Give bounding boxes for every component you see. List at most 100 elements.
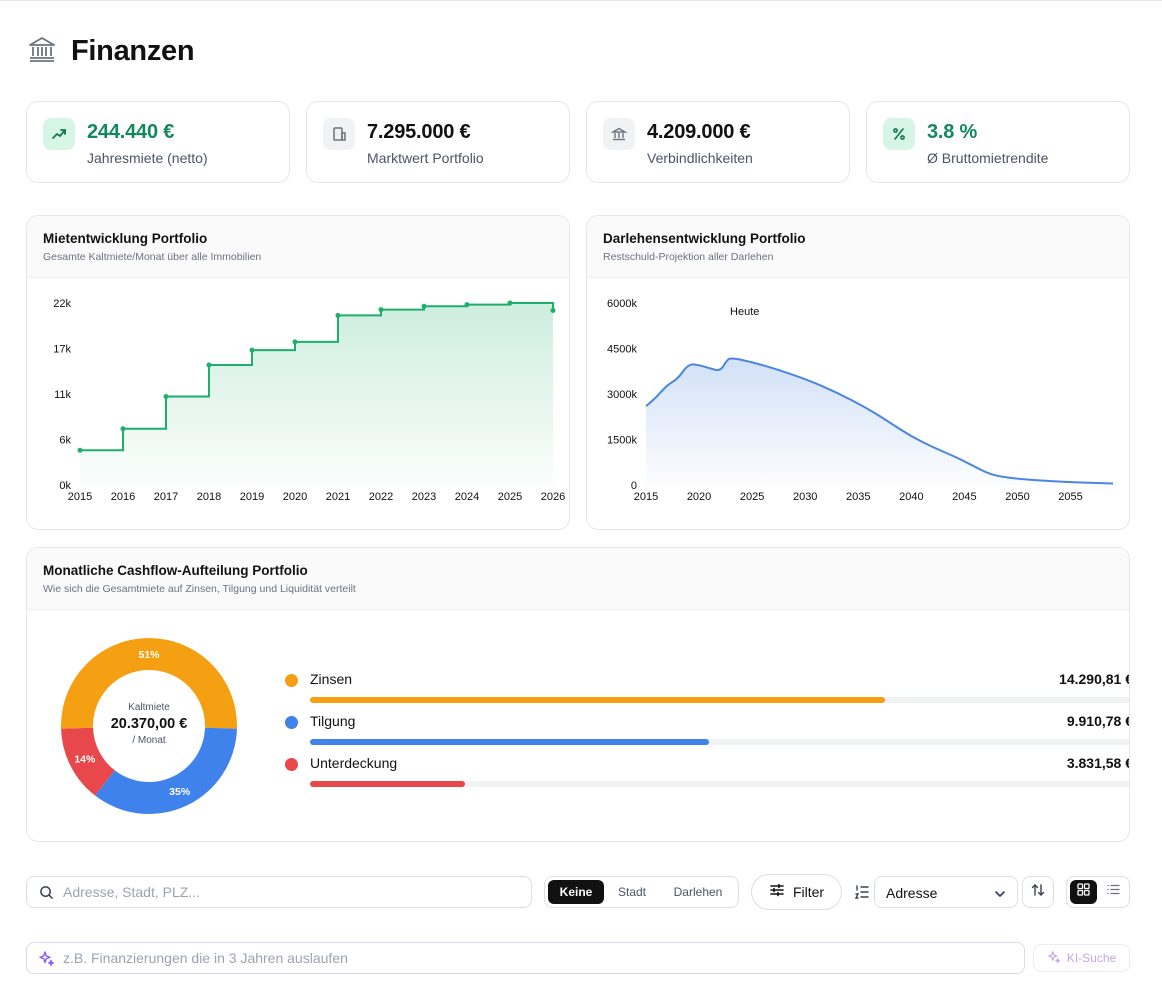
kpi-label: Jahresmiete (netto) — [87, 150, 208, 166]
sort-select-value: Adresse — [886, 885, 938, 901]
ai-search-button[interactable]: KI-Suche — [1033, 944, 1130, 972]
loan-chart: 0 1500k 3000k 4500k 6000k 2015 2020 2025 2030 203… — [607, 298, 1114, 503]
legend-name: Unterdeckung — [310, 755, 398, 771]
kpi-label: Verbindlichkeiten — [647, 150, 753, 166]
cashflow-donut-chart: 51% 35% 14% — [61, 638, 237, 814]
donut-slice — [61, 727, 115, 796]
kpi-label: Ø Bruttomietrendite — [927, 150, 1049, 166]
sort-select[interactable]: Adresse — [874, 876, 1018, 908]
rent-data-point — [163, 393, 169, 399]
y-tick-label: 4500k — [607, 344, 637, 356]
rent-data-point — [421, 303, 427, 309]
cashflow-subtitle: Wie sich die Gesamtmiete auf Zinsen, Til… — [43, 583, 356, 595]
x-tick-label: 2019 — [240, 491, 264, 503]
kpi-card-annual-rent: 244.440 € Jahresmiete (netto) — [26, 101, 290, 183]
y-tick-label: 6000k — [607, 298, 637, 310]
filter-button[interactable]: Filter — [751, 874, 842, 910]
ai-search-field[interactable] — [26, 942, 1025, 974]
sort-direction-button[interactable] — [1022, 876, 1054, 908]
building-icon — [323, 118, 355, 150]
search-icon — [39, 885, 54, 905]
donut-slice-label: 35% — [169, 786, 191, 798]
kpi-card-gross-yield: 3.8 % Ø Bruttomietrendite — [866, 101, 1130, 183]
rent-data-point — [335, 312, 341, 318]
loan-chart-title: Darlehensentwicklung Portfolio — [603, 231, 806, 246]
rent-data-point — [292, 339, 298, 345]
donut-slice — [95, 727, 237, 814]
legend-row-unterdeckung: Unterdeckung 3.831,58 € — [285, 755, 1129, 789]
bank-icon — [603, 118, 635, 150]
x-tick-label: 2023 — [412, 491, 436, 503]
y-tick-label: 1500k — [607, 435, 637, 447]
y-tick-label: 0 — [631, 480, 637, 492]
x-tick-label: 2055 — [1058, 491, 1082, 503]
x-tick-label: 2025 — [740, 491, 764, 503]
trending-up-icon — [43, 118, 75, 150]
donut-center-unit: / Monat — [132, 735, 166, 746]
legend-bar-track — [310, 781, 1129, 787]
rent-chart: 0k 6k 11k 17k 22k 2015 2016 2017 2018 2019 2020 202… — [53, 298, 565, 503]
legend-row-zinsen: Zinsen 14.290,81 € — [285, 671, 1130, 705]
y-tick-label: 6k — [59, 435, 71, 447]
x-tick-label: 2035 — [846, 491, 870, 503]
x-tick-label: 2020 — [283, 491, 307, 503]
page-title: Finanzen — [71, 35, 195, 67]
search-field[interactable] — [26, 876, 532, 908]
legend-amount: 14.290,81 € — [1059, 671, 1130, 687]
rent-data-point — [120, 426, 126, 432]
grid-icon — [1077, 883, 1090, 901]
group-option-stadt[interactable]: Stadt — [617, 885, 647, 899]
donut-center: Kaltmiete 20.370,00 € / Monat — [99, 702, 199, 746]
x-tick-label: 2026 — [541, 491, 565, 503]
x-tick-label: 2045 — [952, 491, 976, 503]
arrow-up-down-icon — [1031, 883, 1045, 902]
kpi-value: 4.209.000 € — [647, 121, 751, 143]
x-tick-label: 2050 — [1005, 491, 1029, 503]
legend-bar-track — [310, 697, 1129, 703]
kpi-value: 244.440 € — [87, 121, 175, 143]
rent-data-point — [507, 300, 513, 306]
x-tick-label: 2018 — [197, 491, 221, 503]
kpi-value: 3.8 % — [927, 121, 978, 143]
top-divider — [0, 0, 1162, 1]
cashflow-card: Monatliche Cashflow-Aufteilung Portfolio… — [26, 547, 1130, 842]
y-tick-label: 0k — [59, 480, 71, 492]
donut-center-label: Kaltmiete — [128, 702, 170, 713]
x-tick-label: 2017 — [154, 491, 178, 503]
x-tick-label: 2015 — [68, 491, 92, 503]
rent-data-point — [249, 347, 255, 353]
search-input[interactable] — [63, 877, 503, 907]
legend-dot — [285, 716, 298, 729]
legend-bar-fill — [310, 697, 886, 703]
x-tick-label: 2020 — [687, 491, 711, 503]
grid-view-button[interactable] — [1070, 880, 1097, 904]
list-icon — [1107, 883, 1120, 901]
group-option-keine[interactable]: Keine — [548, 880, 604, 904]
ai-search-input[interactable] — [63, 943, 503, 973]
legend-name: Zinsen — [310, 671, 353, 687]
x-tick-label: 2030 — [793, 491, 817, 503]
percent-icon — [883, 118, 915, 150]
bank-icon — [27, 34, 57, 69]
rent-chart-subtitle: Gesamte Kaltmiete/Monat über alle Immobi… — [43, 251, 262, 263]
kpi-value: 7.295.000 € — [367, 121, 471, 143]
ai-search-label: KI-Suche — [1066, 951, 1117, 965]
y-tick-label: 17k — [53, 344, 71, 356]
y-tick-label: 22k — [53, 298, 71, 310]
group-segmented-control: Keine Stadt Darlehen — [544, 876, 739, 908]
y-tick-label: 11k — [54, 389, 71, 401]
today-annotation-label: Heute — [730, 306, 759, 318]
legend-bar-fill — [310, 781, 465, 787]
sparkles-icon — [38, 950, 55, 972]
view-toggle — [1066, 876, 1130, 908]
kpi-card-market-value: 7.295.000 € Marktwert Portfolio — [306, 101, 570, 183]
x-tick-label: 2015 — [634, 491, 658, 503]
legend-amount: 9.910,78 € — [1066, 713, 1130, 729]
loan-chart-subtitle: Restschuld-Projektion aller Darlehen — [603, 251, 774, 263]
sliders-icon — [769, 882, 785, 903]
rent-area-fill — [80, 303, 553, 485]
x-tick-label: 2025 — [498, 491, 522, 503]
group-option-darlehen[interactable]: Darlehen — [673, 885, 723, 899]
list-view-button[interactable] — [1100, 880, 1127, 904]
filter-label: Filter — [792, 884, 825, 900]
